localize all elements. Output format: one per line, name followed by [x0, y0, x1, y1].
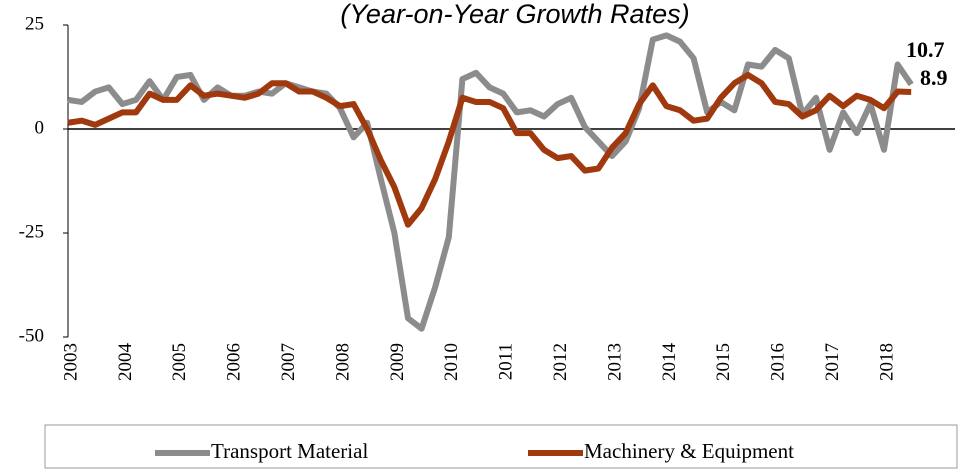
- x-tick-label: 2011: [496, 343, 517, 380]
- x-tick-label: 2018: [876, 343, 897, 381]
- x-tick-label: 2008: [332, 343, 353, 381]
- legend-label: Machinery & Equipment: [584, 439, 794, 463]
- x-tick-label: 2005: [169, 343, 190, 381]
- x-tick-label: 2017: [822, 343, 843, 381]
- series-line: [67, 71, 912, 228]
- x-tick-label: 2006: [224, 343, 245, 381]
- x-tick-label: 2012: [550, 343, 571, 381]
- x-tick-label: 2014: [659, 343, 680, 382]
- x-tick-label: 2013: [604, 343, 625, 381]
- x-tick-label: 2015: [713, 343, 734, 381]
- x-tick-label: 2010: [441, 343, 462, 381]
- y-tick-label: -50: [19, 325, 44, 346]
- x-tick-label: 2003: [60, 343, 81, 381]
- legend-label: Transport Material: [211, 439, 368, 463]
- y-tick-label: 0: [35, 117, 45, 138]
- y-tick-label: -25: [19, 221, 44, 242]
- chart-title: (Year-on-Year Growth Rates): [340, 0, 689, 29]
- value-label: 10.7: [906, 37, 945, 62]
- x-tick-label: 2004: [115, 343, 136, 382]
- x-tick-label: 2007: [278, 343, 299, 381]
- x-tick-label: 2016: [768, 343, 789, 381]
- y-tick-label: 25: [25, 13, 44, 34]
- value-label: 8.9: [920, 65, 948, 90]
- x-tick-label: 2009: [387, 343, 408, 381]
- series-line: [67, 32, 914, 332]
- legend-box: [44, 424, 958, 469]
